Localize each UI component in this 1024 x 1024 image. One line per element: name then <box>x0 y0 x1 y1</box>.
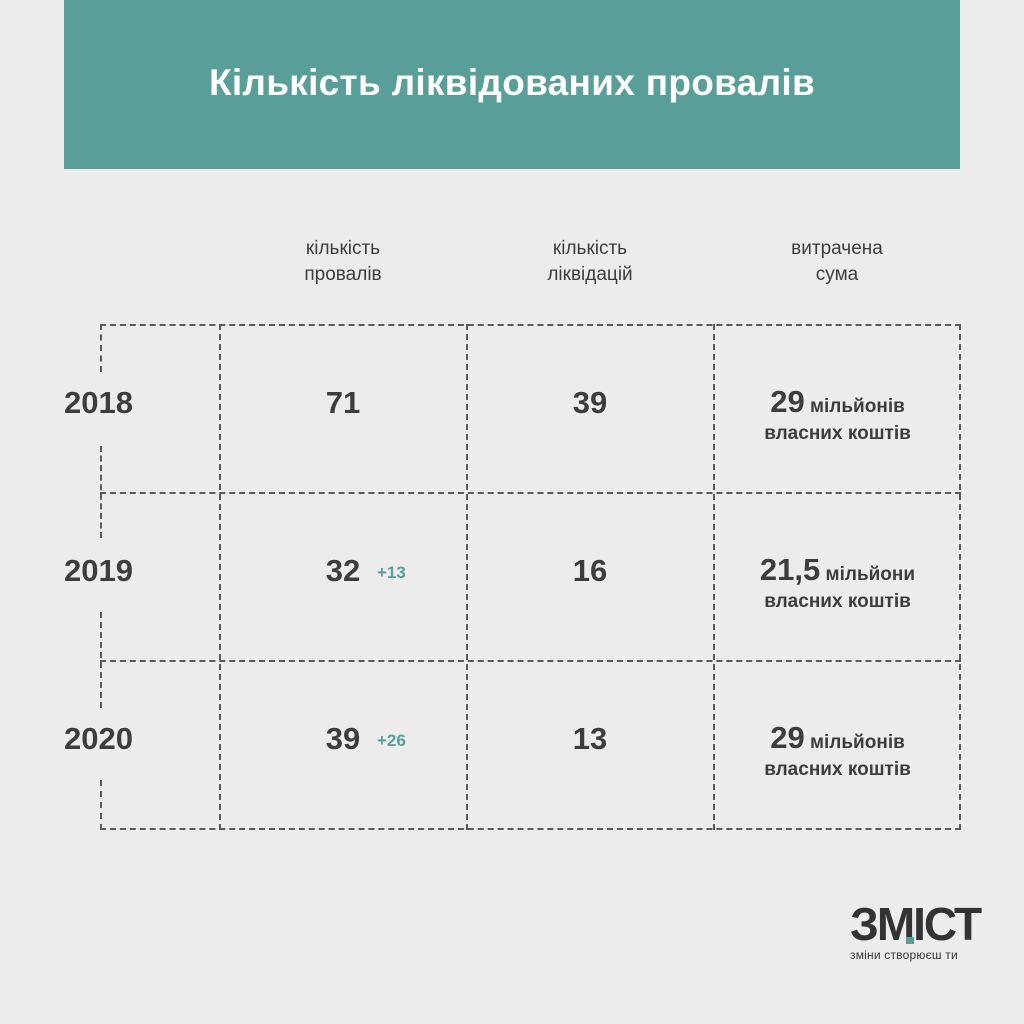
failures-count: 32 <box>325 553 361 588</box>
column-header-line: кількість <box>305 238 381 259</box>
column-header-liquidations: кількість ліквідацій <box>490 236 690 288</box>
brand-logo: ЗМІСТ зміни створюєш ти <box>850 900 982 962</box>
logo-tagline: зміни створюєш ти <box>850 948 958 962</box>
failures-delta: +13 <box>377 563 406 582</box>
liquidations-count: 16 <box>572 553 608 588</box>
year-label: 2018 <box>64 385 133 420</box>
column-header-line: витрачена <box>791 238 883 259</box>
sum-unit: мільйони <box>825 564 916 585</box>
spent-sum: 29 мільйонів власних коштів <box>715 386 960 445</box>
liquidations-count: 13 <box>572 721 608 756</box>
grid-line <box>100 660 961 662</box>
grid-line <box>100 612 102 708</box>
grid-line <box>100 324 961 326</box>
logo-wordmark: ЗМІСТ <box>850 898 982 950</box>
title-banner: Кількість ліквідованих провалів <box>64 0 960 169</box>
sum-unit: мільйонів <box>809 396 905 417</box>
sum-note: власних коштів <box>764 423 911 444</box>
column-header-line: провалів <box>304 264 382 285</box>
sum-value: 29 <box>770 384 805 419</box>
year-label: 2019 <box>64 553 133 588</box>
failures-count: 39 <box>325 721 361 756</box>
grid-line <box>100 828 961 830</box>
spent-sum: 29 мільйонів власних коштів <box>715 722 960 781</box>
column-header-line: сума <box>815 264 859 285</box>
sum-note: власних коштів <box>764 591 911 612</box>
failures-count: 71 <box>325 385 361 420</box>
sum-value: 29 <box>770 720 805 755</box>
grid-line <box>100 446 102 538</box>
logo-accent-mark <box>906 937 914 944</box>
grid-line <box>959 324 961 830</box>
failures-delta: +26 <box>377 731 406 750</box>
year-label: 2020 <box>64 721 133 756</box>
grid-line <box>100 780 102 830</box>
sum-note: власних коштів <box>764 759 911 780</box>
grid-line <box>100 324 102 372</box>
page-title: Кількість ліквідованих провалів <box>208 61 816 103</box>
spent-sum: 21,5 мільйони власних коштів <box>715 554 960 613</box>
column-header-sum: витрачена сума <box>737 236 937 288</box>
liquidations-count: 39 <box>572 385 608 420</box>
column-header-failures: кількість провалів <box>243 236 443 288</box>
grid-line <box>713 324 715 830</box>
sum-unit: мільйонів <box>809 732 905 753</box>
grid-line <box>100 492 961 494</box>
grid-line <box>219 324 221 830</box>
column-header-line: кількість <box>552 238 628 259</box>
column-header-line: ліквідацій <box>547 264 633 285</box>
sum-value: 21,5 <box>759 552 821 587</box>
grid-line <box>466 324 468 830</box>
